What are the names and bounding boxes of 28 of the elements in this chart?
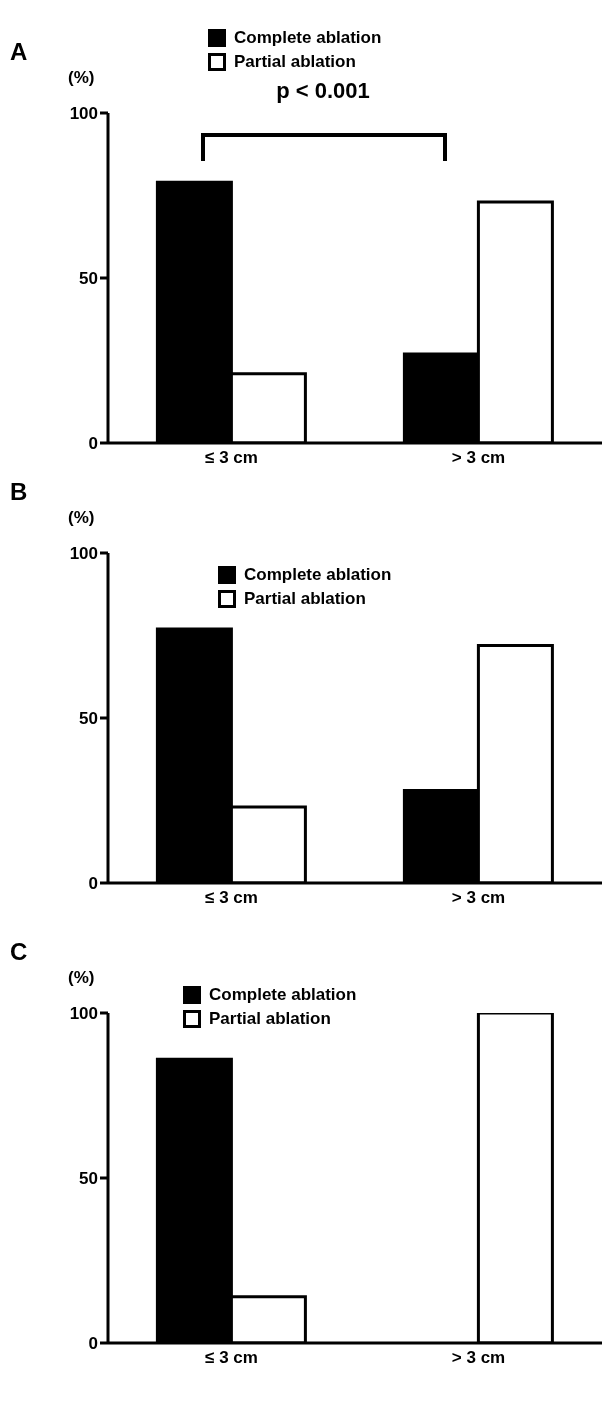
x-tick-label: ≤ 3 cm [205,448,258,468]
x-tick-label: ≤ 3 cm [205,888,258,908]
legend-label: Complete ablation [244,565,392,585]
y-axis-title: (%) [68,68,95,88]
legend-label: Complete ablation [209,985,357,1005]
y-tick-label: 50 [79,1169,98,1189]
chart-title: A [10,38,28,66]
x-tick-label: > 3 cm [451,448,506,468]
y-axis-title: (%) [68,508,95,528]
text: p < 0.001 [275,78,371,104]
y-tick-label: 100 [69,1004,98,1024]
y-tick-label: 0 [88,874,98,894]
x-tick-label: > 3 cm [451,888,506,908]
x-tick-label: > 3 cm [451,1348,506,1368]
legend-label: Partial ablation [209,1009,331,1029]
y-tick-label: 100 [69,544,98,564]
y-tick-label: 0 [88,1334,98,1354]
legend-label: Complete ablation [234,28,382,48]
legend-label: Partial ablation [234,52,356,72]
chart-title: B [10,478,28,506]
y-tick-label: 50 [79,709,98,729]
x-tick-label: ≤ 3 cm [205,1348,258,1368]
y-tick-label: 100 [69,104,98,124]
chart-title: C [10,938,28,966]
y-tick-label: 50 [79,269,98,289]
y-axis-title: (%) [68,968,95,988]
legend-label: Partial ablation [244,589,366,609]
y-tick-label: 0 [88,434,98,454]
